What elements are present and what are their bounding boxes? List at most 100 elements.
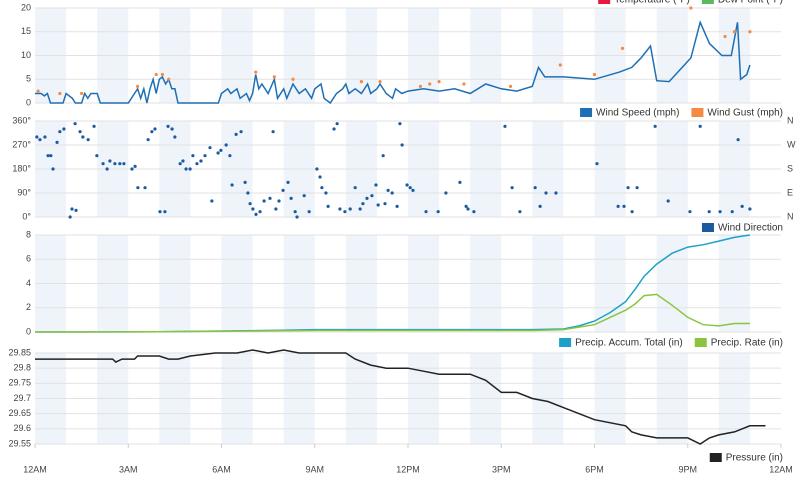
data-point	[732, 30, 736, 34]
data-point	[437, 80, 441, 84]
data-point	[335, 122, 339, 126]
data-point	[150, 130, 154, 134]
data-point	[262, 199, 266, 203]
data-point	[163, 210, 167, 214]
data-point	[533, 186, 537, 190]
data-point	[224, 143, 228, 147]
data-point	[158, 210, 162, 214]
data-point	[428, 82, 432, 86]
data-point	[234, 132, 238, 136]
data-point	[376, 203, 380, 207]
data-point	[274, 207, 278, 211]
y-tick-label: 0	[26, 326, 31, 336]
legend-label: Wind Gust (mph)	[707, 108, 783, 119]
data-point	[268, 196, 272, 200]
data-point	[184, 167, 188, 171]
data-point	[707, 210, 711, 214]
data-point	[688, 210, 692, 214]
data-point	[219, 148, 223, 152]
data-point	[464, 204, 468, 208]
data-point	[378, 80, 382, 84]
y-tick-label: 29.7	[13, 393, 31, 403]
x-tick-label: 12PM	[396, 464, 420, 474]
data-point	[315, 167, 319, 171]
data-point	[472, 210, 476, 214]
legend-swatch	[580, 108, 593, 117]
y-tick-label: 0	[26, 97, 31, 107]
legend-label: Precip. Accum. Total (in)	[575, 338, 683, 349]
data-point	[146, 138, 150, 142]
data-point	[302, 194, 306, 198]
data-point	[748, 30, 752, 34]
data-point	[332, 127, 336, 131]
legend-label: Precip. Rate (in)	[711, 338, 783, 349]
data-point	[248, 202, 252, 206]
legend-label: Wind Direction	[718, 223, 783, 234]
data-point	[291, 77, 295, 81]
data-point	[348, 207, 352, 211]
data-point	[181, 159, 185, 163]
legend-swatch	[701, 0, 714, 4]
data-point	[630, 210, 634, 214]
x-tick-label: 9AM	[305, 464, 324, 474]
data-point	[178, 162, 182, 166]
data-point	[653, 124, 657, 128]
legend-label: Temperature (°F)	[614, 0, 690, 6]
data-point	[698, 124, 702, 128]
data-point	[592, 72, 597, 77]
data-point	[538, 204, 542, 208]
data-point	[324, 191, 328, 195]
data-point	[626, 186, 630, 190]
data-point	[135, 84, 140, 88]
y-tick-label: 90°	[17, 187, 31, 197]
data-point	[320, 186, 324, 190]
data-point	[36, 89, 40, 93]
y-tick-label: 29.6	[13, 423, 31, 433]
y-tick-label: 4	[26, 278, 31, 288]
y-tick-label: 5	[26, 74, 31, 84]
data-point	[43, 135, 47, 139]
data-point	[38, 138, 42, 142]
data-point	[358, 207, 362, 211]
data-point	[518, 210, 522, 214]
data-point	[199, 159, 203, 163]
x-tick-label: 9PM	[678, 464, 697, 474]
y-tick-label: 8	[26, 229, 31, 239]
data-point	[254, 70, 258, 74]
data-point	[277, 199, 281, 203]
data-point	[381, 154, 385, 158]
data-point	[254, 212, 258, 216]
data-point	[370, 194, 374, 198]
data-point	[167, 77, 171, 81]
data-point	[143, 186, 147, 190]
data-point	[318, 175, 322, 179]
data-point	[508, 84, 513, 88]
x-tick-label: 12AM	[769, 464, 793, 474]
y-tick-label: 360°	[12, 115, 31, 125]
series-line	[34, 234, 751, 333]
data-point	[173, 135, 177, 139]
data-point	[62, 127, 66, 131]
data-point	[55, 140, 59, 144]
data-point	[160, 72, 165, 77]
data-point	[153, 127, 157, 131]
data-point	[81, 135, 85, 139]
data-point	[616, 204, 620, 208]
data-point	[411, 188, 415, 192]
data-point	[122, 162, 126, 166]
data-point	[191, 154, 195, 158]
y-tick-label: 0°	[22, 211, 31, 221]
data-point	[295, 215, 299, 219]
y2-tick-label: E	[787, 187, 793, 197]
x-tick-label: 6AM	[212, 464, 231, 474]
y-tick-label: 29.55	[8, 438, 31, 448]
y-tick-label: 20	[21, 2, 31, 12]
data-point	[444, 191, 448, 195]
data-point	[400, 143, 404, 147]
x-tick-label: 3PM	[492, 464, 511, 474]
data-point	[58, 91, 62, 96]
data-point	[418, 84, 423, 88]
data-point	[544, 191, 548, 195]
data-point	[228, 154, 232, 158]
